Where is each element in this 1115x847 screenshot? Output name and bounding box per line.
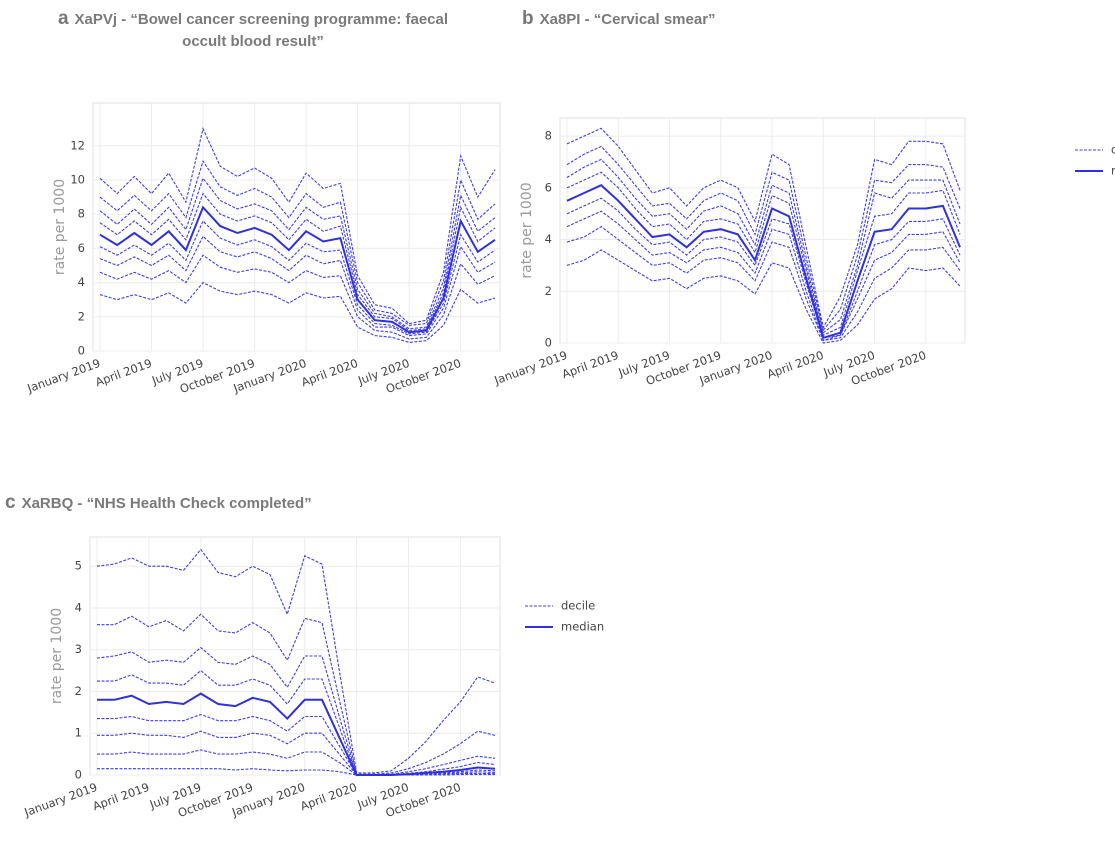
decile-line <box>566 197 961 339</box>
y-tick-label: 0 <box>78 344 85 358</box>
y-tick-label: 5 <box>75 559 82 573</box>
decile-line <box>97 613 496 775</box>
decile-line <box>99 177 496 330</box>
decile-line <box>99 220 496 335</box>
y-tick-label: 6 <box>545 180 552 194</box>
panel-title: a XaPVj - “Bowel cancer screening program… <box>38 8 468 53</box>
panel-title: b Xa8PI - “Cervical smear” <box>522 8 942 31</box>
decile-line <box>99 192 496 332</box>
y-tick-label: 3 <box>75 642 82 656</box>
y-tick-label: 4 <box>545 232 552 246</box>
decile-line <box>99 235 496 337</box>
plot-area <box>92 102 501 352</box>
x-tick-label: April 2020 <box>299 356 359 389</box>
y-tick-label: 8 <box>78 207 85 221</box>
y-tick-label: 6 <box>78 241 85 255</box>
median-line <box>566 184 961 340</box>
x-tick-label: April 2019 <box>93 356 153 389</box>
decile-line <box>566 145 961 332</box>
y-tick-label: 2 <box>545 284 552 298</box>
decile-line <box>566 225 961 342</box>
x-tick-label: April 2020 <box>765 348 825 381</box>
x-tick-label: April 2019 <box>91 780 151 813</box>
decile-line <box>97 669 496 776</box>
x-tick-label: January 2019 <box>22 780 100 820</box>
y-axis-label: rate per 1000 <box>52 179 68 275</box>
decile-line <box>97 713 496 776</box>
decile-line <box>97 768 495 776</box>
decile-line <box>566 210 961 342</box>
title-text: XaPVj - “Bowel cancer screening programm… <box>74 11 449 50</box>
y-tick-label: 2 <box>78 309 85 323</box>
x-tick-label: January 2019 <box>25 356 103 396</box>
decile-line <box>99 281 496 343</box>
y-tick-label: 0 <box>75 768 82 782</box>
y-tick-label: 1 <box>75 726 82 740</box>
y-tick-label: 10 <box>70 172 85 186</box>
x-tick-label: April 2020 <box>298 780 358 813</box>
panel-label: c <box>5 492 16 513</box>
decile-line <box>99 254 496 340</box>
decile-line <box>566 127 961 330</box>
y-tick-label: 12 <box>70 138 85 152</box>
panel-label: b <box>522 8 534 29</box>
title-text: XaRBQ - “NHS Health Check completed” <box>21 495 312 512</box>
panel-label: a <box>57 8 69 29</box>
y-tick-label: 4 <box>78 275 85 289</box>
decile-line <box>96 548 496 774</box>
y-tick-label: 4 <box>75 600 82 614</box>
y-tick-label: 0 <box>545 336 552 350</box>
legend-label: median <box>1111 164 1115 178</box>
decile-line <box>566 171 961 336</box>
y-tick-label: 8 <box>545 129 552 143</box>
x-tick-label: April 2019 <box>560 348 620 381</box>
x-tick-label: January 2019 <box>492 348 570 388</box>
y-tick-label: 2 <box>75 684 82 698</box>
decile-line <box>99 159 496 326</box>
y-axis-label: rate per 1000 <box>519 182 535 278</box>
legend-label: median <box>561 620 604 634</box>
title-text: Xa8PI - “Cervical smear” <box>539 11 716 28</box>
decile-line <box>566 158 961 334</box>
decile-line <box>96 646 496 776</box>
decile-line <box>566 249 961 344</box>
panel-title: c XaRBQ - “NHS Health Check completed” <box>5 492 525 515</box>
median-line <box>97 692 496 776</box>
legend-label: decile <box>1111 143 1115 157</box>
legend-label: decile <box>561 599 595 613</box>
y-axis-label: rate per 1000 <box>49 608 65 704</box>
plot-area <box>559 117 966 344</box>
median-line <box>99 205 496 334</box>
